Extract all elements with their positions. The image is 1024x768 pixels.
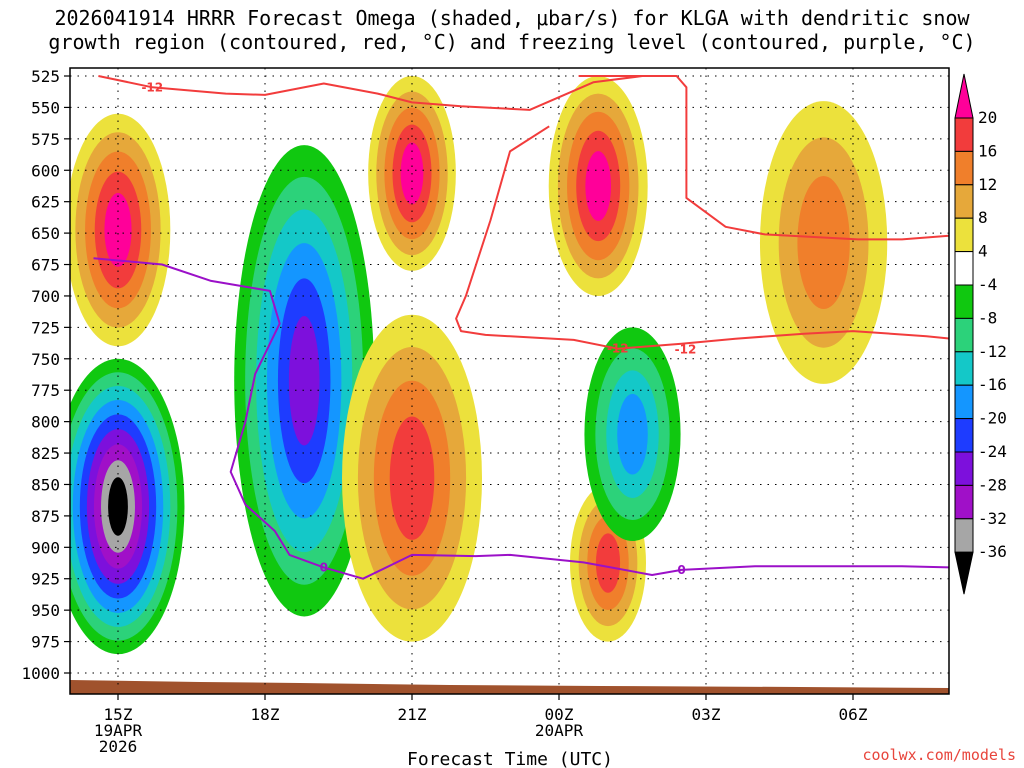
colorbar-band--20-to--24 bbox=[954, 418, 974, 453]
y-tick-label-725: 725 bbox=[31, 318, 60, 337]
y-tick-label-1000: 1000 bbox=[21, 664, 60, 683]
y-tick-label-975: 975 bbox=[31, 633, 60, 652]
y-tick-label-525: 525 bbox=[31, 67, 60, 86]
x-tick-date-00Z: 20APR bbox=[535, 721, 584, 740]
colorbar-label-4: 4 bbox=[978, 242, 988, 261]
colorbar-bottom-arrow bbox=[954, 551, 974, 595]
contour-dgz-right-edge bbox=[578, 75, 949, 241]
credit-text: coolwx.com/models bbox=[862, 746, 1016, 764]
x-tick-year-15Z: 2026 bbox=[99, 737, 138, 756]
x-tick-date-15Z: 19APR bbox=[94, 721, 143, 740]
colorbar-label-16: 16 bbox=[978, 141, 997, 160]
colorbar-top-arrow bbox=[954, 73, 974, 119]
y-tick-label-825: 825 bbox=[31, 444, 60, 463]
colorbar-label-12: 12 bbox=[978, 175, 997, 194]
y-tick-label-575: 575 bbox=[31, 130, 60, 149]
y-tick-label-750: 750 bbox=[31, 350, 60, 369]
colorbar: 20 16 12 8 4 -4 -8 -12 -16 -20 -24 -28 -32 -36 bbox=[954, 73, 1007, 595]
omega-shade-sinking-core-05z-12 bbox=[797, 176, 850, 310]
title-line-2: growth region (contoured, red, °C) and f… bbox=[48, 30, 976, 54]
title-line-1: 2026041914 HRRR Forecast Omega (shaded, … bbox=[54, 6, 970, 30]
omega-shade-sinking-core-15z-upper-20 bbox=[104, 193, 132, 267]
colorbar-label--4: -4 bbox=[978, 275, 997, 294]
colorbar-band-8-to-4 bbox=[954, 217, 974, 253]
x-axis-label: Forecast Time (UTC) bbox=[407, 749, 613, 768]
omega-shading bbox=[70, 75, 888, 655]
omega-feature-rising-core-18z bbox=[234, 145, 375, 617]
omega-shade-rising-core-15z-lower--36 bbox=[108, 477, 128, 536]
omega-feature-sinking-core-05z bbox=[759, 101, 888, 384]
contour-dgz-bottom bbox=[455, 125, 949, 350]
colorbar-label-20: 20 bbox=[978, 108, 997, 127]
omega-shade-rising-core-02z--16 bbox=[617, 393, 648, 475]
y-tick-label-700: 700 bbox=[31, 287, 60, 306]
colorbar-band--28-to--32 bbox=[954, 484, 974, 520]
y-tick-label-950: 950 bbox=[31, 601, 60, 620]
colorbar-label--8: -8 bbox=[978, 308, 997, 327]
omega-feature-rising-core-15z-lower bbox=[70, 358, 185, 655]
colorbar-label--28: -28 bbox=[978, 475, 1007, 494]
x-tick-label-21Z: 21Z bbox=[398, 705, 427, 724]
colorbar-label--16: -16 bbox=[978, 375, 1007, 394]
chart-title: 2026041914 HRRR Forecast Omega (shaded, … bbox=[0, 6, 1024, 54]
omega-feature-sinking-core-15z-upper bbox=[70, 113, 171, 347]
y-tick-label-625: 625 bbox=[31, 193, 60, 212]
plot-frame bbox=[69, 67, 950, 695]
contour-label-freezing-level-2: 0 bbox=[677, 563, 685, 577]
colorbar-band--4-to--8 bbox=[954, 284, 974, 319]
y-tick-label-650: 650 bbox=[31, 224, 60, 243]
contour-label-dgz-bottom-2: -12 bbox=[675, 343, 697, 357]
omega-feature-sinking-core-21z-lower bbox=[342, 314, 482, 642]
omega-shade-sinking-core-00z-lower-16 bbox=[595, 533, 621, 593]
omega-shade-sinking-core-00z-upper-20 bbox=[585, 151, 612, 221]
contour-label-dgz-bottom: -12 bbox=[607, 342, 629, 356]
y-tick-label-550: 550 bbox=[31, 98, 60, 117]
colorbar-band-20-to-16 bbox=[954, 117, 974, 152]
y-tick-label-800: 800 bbox=[31, 413, 60, 432]
colorbar-band-4-to--4 bbox=[954, 251, 974, 286]
contour-freezing-level bbox=[93, 257, 949, 580]
contour-label-dgz-top: -12 bbox=[141, 80, 163, 94]
colorbar-label--32: -32 bbox=[978, 509, 1007, 528]
y-tick-label-900: 900 bbox=[31, 538, 60, 557]
x-tick-label-03Z: 03Z bbox=[692, 705, 721, 724]
x-tick-label-06Z: 06Z bbox=[839, 705, 868, 724]
terrain-surface bbox=[70, 680, 949, 694]
colorbar-band--8-to--12 bbox=[954, 317, 974, 353]
colorbar-band-16-to-12 bbox=[954, 150, 974, 186]
colorbar-band--24-to--28 bbox=[954, 451, 974, 486]
contour-dgz-top bbox=[98, 75, 643, 111]
colorbar-label--24: -24 bbox=[978, 442, 1007, 461]
omega-feature-sinking-core-00z-upper bbox=[548, 75, 648, 296]
x-tick-label-00Z: 00Z bbox=[545, 705, 574, 724]
x-tick-label-18Z: 18Z bbox=[251, 705, 280, 724]
colorbar-band-12-to-8 bbox=[954, 184, 974, 219]
y-tick-label-875: 875 bbox=[31, 507, 60, 526]
omega-shade-rising-core-18z--24 bbox=[288, 316, 320, 446]
colorbar-label--12: -12 bbox=[978, 342, 1007, 361]
y-tick-label-850: 850 bbox=[31, 475, 60, 494]
y-tick-label-925: 925 bbox=[31, 570, 60, 589]
colorbar-band--32-to--36 bbox=[954, 518, 974, 553]
omega-shade-sinking-core-21z-lower-16 bbox=[389, 416, 435, 540]
colorbar-band--12-to--16 bbox=[954, 351, 974, 386]
colorbar-label--36: -36 bbox=[978, 542, 1007, 561]
y-tick-label-775: 775 bbox=[31, 381, 60, 400]
contour-label-freezing-level: 0 bbox=[320, 560, 328, 574]
colorbar-band--16-to--20 bbox=[954, 384, 974, 420]
y-tick-label-675: 675 bbox=[31, 256, 60, 275]
y-axis: 525 550 575 600 625 650 675 700 725 750 775 800 825 8… bbox=[21, 67, 70, 683]
omega-feature-rising-core-02z bbox=[584, 327, 681, 542]
y-tick-label-600: 600 bbox=[31, 161, 60, 180]
contour-labels: -12 -12 0 0 -12 bbox=[141, 80, 697, 577]
colorbar-label--20: -20 bbox=[978, 409, 1007, 428]
x-tick-label-15Z: 15Z bbox=[104, 705, 133, 724]
colorbar-label-8: 8 bbox=[978, 208, 988, 227]
temperature-contours bbox=[93, 75, 949, 580]
